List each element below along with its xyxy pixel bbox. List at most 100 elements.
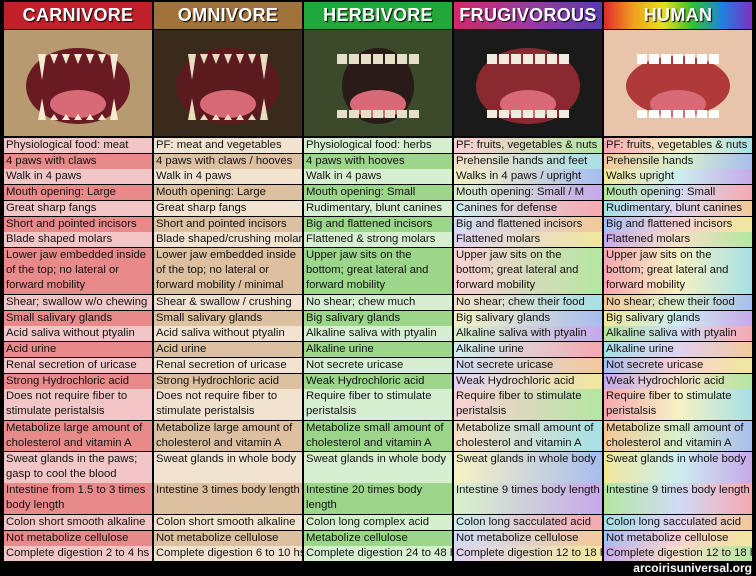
column-header-carnivore: CARNIVORE — [4, 2, 152, 29]
cell-herbivore: Upper jaw sits on the bottom; great late… — [304, 247, 452, 295]
cell-omnivore: Great sharp fangs — [154, 200, 302, 216]
cell-herbivore: Big and flattened incisors — [304, 216, 452, 232]
cell-human: Prehensile hands — [604, 153, 752, 169]
cell-omnivore: Strong Hydrochloric acid — [154, 373, 302, 389]
cell-frugivorous: Mouth opening: Small / M — [454, 185, 602, 201]
cell-herbivore: Complete digestion 24 to 48 hs — [304, 546, 452, 562]
cell-herbivore: Flattened & strong molars — [304, 232, 452, 248]
cell-herbivore: Physiological food: herbs — [304, 138, 452, 154]
cell-herbivore: Require fiber to stimulate peristalsis — [304, 389, 452, 420]
cell-human: No shear; chew their food — [604, 295, 752, 311]
column-header-omnivore: OMNIVORE — [154, 2, 302, 29]
column-header-herbivore: HERBIVORE — [304, 2, 452, 29]
cell-human: Complete digestion 12 to 18 hs — [604, 546, 752, 562]
cell-frugivorous: Metabolize small amount of cholesterol a… — [454, 420, 602, 452]
cell-herbivore: No shear; chew much — [304, 295, 452, 311]
cell-omnivore: Small salivary glands — [154, 310, 302, 326]
photo-chimp-open-mouth — [454, 30, 602, 136]
cell-carnivore: Metabolize large amount of cholesterol a… — [4, 420, 152, 452]
cell-herbivore: Walk in 4 paws — [304, 169, 452, 185]
cell-carnivore: Acid saliva without ptyalin — [4, 326, 152, 342]
cell-human: Intestine 9 times body length — [604, 483, 752, 515]
cell-herbivore: Metabolize cellulose — [304, 530, 452, 546]
cell-carnivore: Great sharp fangs — [4, 200, 152, 216]
photo-human-open-mouth — [604, 30, 752, 136]
cell-human: Weak Hydrochloric acid — [604, 373, 752, 389]
cell-frugivorous: Weak Hydrochloric acid — [454, 373, 602, 389]
cell-frugivorous: Alkaline saliva with ptyalin — [454, 326, 602, 342]
cell-human: PF: fruits, vegetables & nuts — [604, 138, 752, 154]
cell-frugivorous: Intestine 9 times body length — [454, 483, 602, 515]
column-header-frugivorous: FRUGIVOROUS — [454, 2, 602, 29]
cell-omnivore: Complete digestion 6 to 10 hs — [154, 546, 302, 562]
cell-carnivore: Renal secretion of uricase — [4, 357, 152, 373]
cell-omnivore: Does not require fiber to stimulate peri… — [154, 389, 302, 420]
cell-omnivore: Intestine 3 times body length — [154, 483, 302, 515]
cell-human: Big salivary glands — [604, 310, 752, 326]
cell-carnivore: Does not require fiber to stimulate peri… — [4, 389, 152, 420]
cell-carnivore: Strong Hydrochloric acid — [4, 373, 152, 389]
cell-carnivore: Intestine from 1.5 to 3 times body lengt… — [4, 483, 152, 515]
cell-frugivorous: Not metabolize cellulose — [454, 530, 602, 546]
cell-omnivore: Colon short smooth alkaline — [154, 514, 302, 530]
cell-omnivore: Shear & swallow / crushing — [154, 295, 302, 311]
cell-herbivore: Mouth opening: Small — [304, 185, 452, 201]
cell-carnivore: Blade shaped molars — [4, 232, 152, 248]
cell-human: Mouth opening: Small — [604, 185, 752, 201]
cell-omnivore: PF: meat and vegetables — [154, 138, 302, 154]
cell-human: Walks upright — [604, 169, 752, 185]
cell-frugivorous: Canines for defense — [454, 200, 602, 216]
cell-human: Big and flattened incisors — [604, 216, 752, 232]
cell-human: Colon long sacculated acid — [604, 514, 752, 530]
cell-carnivore: 4 paws with claws — [4, 153, 152, 169]
cell-frugivorous: PF: fruits, vegetables & nuts — [454, 138, 602, 154]
cell-omnivore: Walk in 4 paws — [154, 169, 302, 185]
cell-frugivorous: Prehensile hands and feet — [454, 153, 602, 169]
cell-carnivore: Shear; swallow w/o chewing — [4, 295, 152, 311]
cell-herbivore: Colon long complex acid — [304, 514, 452, 530]
cell-frugivorous: Walks in 4 paws / upright — [454, 169, 602, 185]
cell-frugivorous: Not secrete uricase — [454, 357, 602, 373]
cell-omnivore: Not metabolize cellulose — [154, 530, 302, 546]
cell-herbivore: Not secrete uricase — [304, 357, 452, 373]
cell-herbivore: Metabolize small amount of cholesterol a… — [304, 420, 452, 452]
cell-omnivore: Lower jaw embedded inside of the top; no… — [154, 247, 302, 295]
cell-frugivorous: Alkaline urine — [454, 342, 602, 358]
cell-omnivore: Mouth opening: Large — [154, 185, 302, 201]
photo-horse-open-mouth — [304, 30, 452, 136]
cell-omnivore: Blade shaped/crushing molars — [154, 232, 302, 248]
source-credit: arcoirisuniversal.org — [633, 561, 752, 575]
cell-herbivore: Weak Hydrochloric acid — [304, 373, 452, 389]
cell-human: Flattened molars — [604, 232, 752, 248]
photo-lion-open-mouth — [4, 30, 152, 136]
cell-human: Alkaline urine — [604, 342, 752, 358]
cell-frugivorous: Big and flattened incisors — [454, 216, 602, 232]
cell-omnivore: 4 paws with claws / hooves — [154, 153, 302, 169]
cell-omnivore: Acid saliva without ptyalin — [154, 326, 302, 342]
cell-human: Alkaline saliva with ptyalin — [604, 326, 752, 342]
cell-carnivore: Lower jaw embedded inside of the top; no… — [4, 247, 152, 295]
column-header-human: HUMAN — [604, 2, 752, 29]
cell-herbivore: Intestine 20 times body length — [304, 483, 452, 515]
cell-herbivore: Alkaline saliva with ptyalin — [304, 326, 452, 342]
cell-herbivore: 4 paws with hooves — [304, 153, 452, 169]
cell-frugivorous: Require fiber to stimulate peristalsis — [454, 389, 602, 420]
cell-frugivorous: Complete digestion 12 to 18 hs — [454, 546, 602, 562]
cell-human: Not metabolize cellulose — [604, 530, 752, 546]
cell-carnivore: Small salivary glands — [4, 310, 152, 326]
cell-frugivorous: Big salivary glands — [454, 310, 602, 326]
cell-carnivore: Acid urine — [4, 342, 152, 358]
cell-carnivore: Not metabolize cellulose — [4, 530, 152, 546]
cell-herbivore: Big salivary glands — [304, 310, 452, 326]
cell-human: Rudimentary, blunt canines — [604, 200, 752, 216]
cell-carnivore: Complete digestion 2 to 4 hs — [4, 546, 152, 562]
cell-omnivore: Renal secretion of uricase — [154, 357, 302, 373]
cell-carnivore: Sweat glands in the paws; gasp to cool t… — [4, 452, 152, 483]
cell-omnivore: Metabolize large amount of cholesterol a… — [154, 420, 302, 452]
cell-human: Require fiber to stimulate peristalsis — [604, 389, 752, 420]
cell-carnivore: Walk in 4 paws — [4, 169, 152, 185]
cell-carnivore: Physiological food: meat — [4, 138, 152, 154]
cell-herbivore: Sweat glands in whole body — [304, 452, 452, 483]
cell-carnivore: Mouth opening: Large — [4, 185, 152, 201]
